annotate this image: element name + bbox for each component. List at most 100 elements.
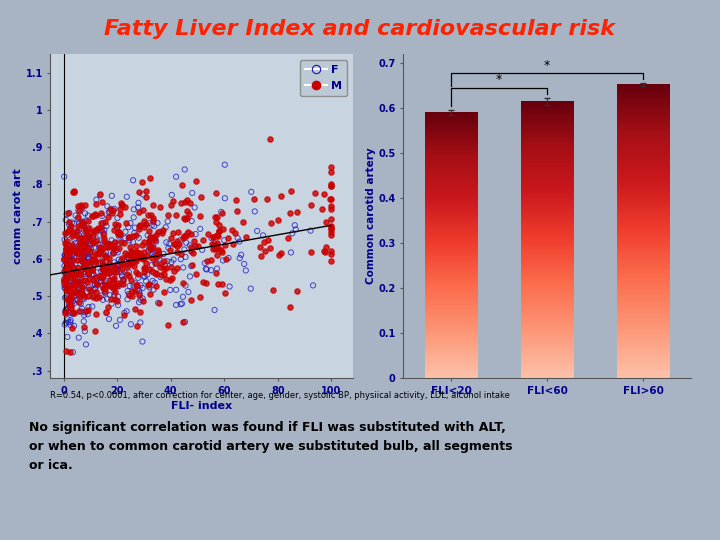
Point: [205, 266, 217, 274]
Point: [90, 287, 102, 296]
Point: [63, 318, 74, 327]
Point: [130, 256, 141, 265]
Point: [133, 291, 145, 299]
Point: [112, 260, 123, 268]
Point: [96, 271, 107, 279]
Point: [133, 286, 145, 295]
Point: [66, 221, 77, 230]
Point: [207, 245, 219, 254]
Point: [70, 270, 81, 279]
Point: [251, 227, 263, 235]
Point: [62, 264, 73, 273]
Point: [62, 231, 73, 239]
Point: [97, 219, 109, 227]
Point: [116, 260, 127, 268]
Point: [122, 253, 133, 262]
Point: [153, 251, 164, 259]
Point: [144, 283, 156, 292]
Point: [93, 249, 104, 258]
Point: [144, 174, 156, 183]
Point: [92, 240, 104, 248]
Point: [140, 264, 151, 272]
Point: [61, 248, 73, 256]
Point: [68, 273, 80, 281]
Point: [325, 225, 337, 233]
Point: [88, 271, 99, 279]
Point: [85, 245, 96, 253]
Point: [59, 256, 71, 265]
Point: [210, 218, 222, 227]
Point: [76, 279, 87, 287]
Point: [89, 280, 101, 288]
Point: [168, 239, 180, 248]
Point: [124, 236, 135, 245]
Point: [82, 231, 94, 239]
Point: [71, 245, 83, 253]
Point: [68, 309, 79, 318]
Point: [168, 267, 180, 275]
Point: [87, 234, 99, 242]
Point: [216, 208, 228, 217]
Point: [144, 245, 156, 253]
Point: [124, 282, 135, 291]
Point: [63, 280, 75, 288]
Point: [201, 257, 212, 266]
Point: [79, 308, 91, 316]
Point: [89, 226, 101, 235]
Point: [137, 284, 148, 292]
Point: [205, 256, 217, 265]
Point: [78, 258, 89, 267]
Point: [71, 295, 83, 303]
Point: [78, 282, 90, 291]
Point: [60, 278, 71, 286]
Point: [79, 327, 91, 335]
Point: [143, 237, 155, 245]
Point: [274, 251, 285, 259]
Point: [188, 248, 199, 257]
Point: [92, 264, 104, 272]
Point: [127, 176, 139, 185]
Point: [179, 165, 190, 174]
Point: [68, 265, 79, 273]
Point: [169, 239, 181, 248]
Point: [143, 219, 155, 227]
Point: [100, 264, 112, 272]
Point: [63, 297, 75, 306]
Point: [97, 269, 109, 278]
Point: [135, 254, 147, 262]
Point: [71, 227, 83, 235]
Point: [163, 321, 174, 329]
Point: [66, 227, 78, 236]
Point: [209, 239, 220, 248]
Point: [194, 212, 206, 220]
Point: [83, 253, 94, 261]
Point: [63, 253, 74, 262]
Point: [66, 241, 78, 249]
Point: [113, 239, 125, 248]
Point: [59, 268, 71, 277]
Point: [137, 296, 148, 305]
Point: [68, 281, 80, 290]
Point: [125, 251, 136, 260]
Point: [127, 238, 139, 246]
Point: [209, 306, 220, 314]
Point: [87, 266, 99, 275]
Point: [73, 283, 84, 292]
Point: [77, 234, 89, 242]
Point: [138, 222, 150, 231]
Point: [107, 283, 118, 292]
Point: [292, 208, 303, 217]
Point: [59, 273, 71, 281]
Point: [62, 261, 73, 270]
Point: [153, 299, 165, 307]
Point: [148, 268, 160, 277]
Point: [305, 226, 316, 235]
Point: [82, 211, 94, 220]
Point: [158, 265, 170, 273]
Point: [109, 239, 121, 247]
Point: [63, 300, 74, 308]
Point: [122, 287, 133, 295]
Point: [135, 281, 146, 289]
Point: [81, 278, 93, 286]
Point: [63, 282, 74, 291]
